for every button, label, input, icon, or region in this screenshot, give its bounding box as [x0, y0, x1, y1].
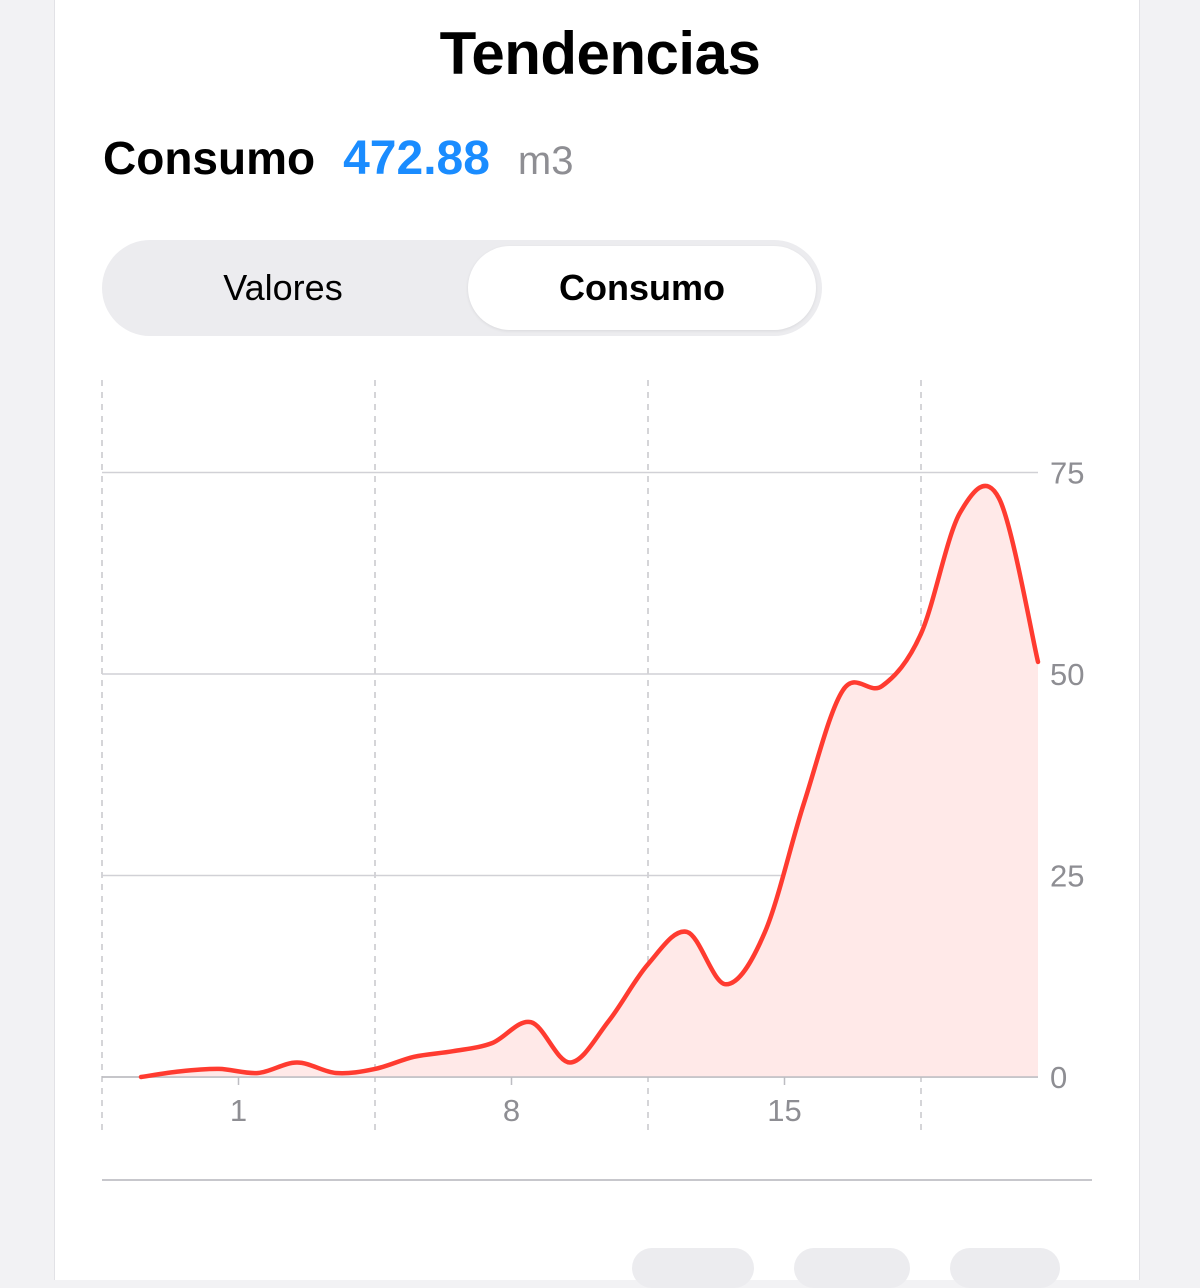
y-tick-label: 75	[1050, 456, 1084, 491]
x-tick-label: 1	[230, 1093, 247, 1128]
bottom-pill-button[interactable]	[950, 1248, 1060, 1288]
x-tick-label: 15	[767, 1093, 801, 1128]
y-tick-label: 50	[1050, 657, 1084, 692]
consumption-area-fill	[141, 486, 1038, 1077]
bottom-pill-button[interactable]	[632, 1248, 754, 1288]
y-tick-label: 25	[1050, 859, 1084, 894]
x-tick-label: 8	[503, 1093, 520, 1128]
y-tick-label: 0	[1050, 1060, 1067, 1095]
bottom-pill-button[interactable]	[794, 1248, 910, 1288]
bottom-divider	[102, 1179, 1092, 1181]
consumption-chart: 0 25 50 75 1 8 15	[0, 0, 1200, 1259]
